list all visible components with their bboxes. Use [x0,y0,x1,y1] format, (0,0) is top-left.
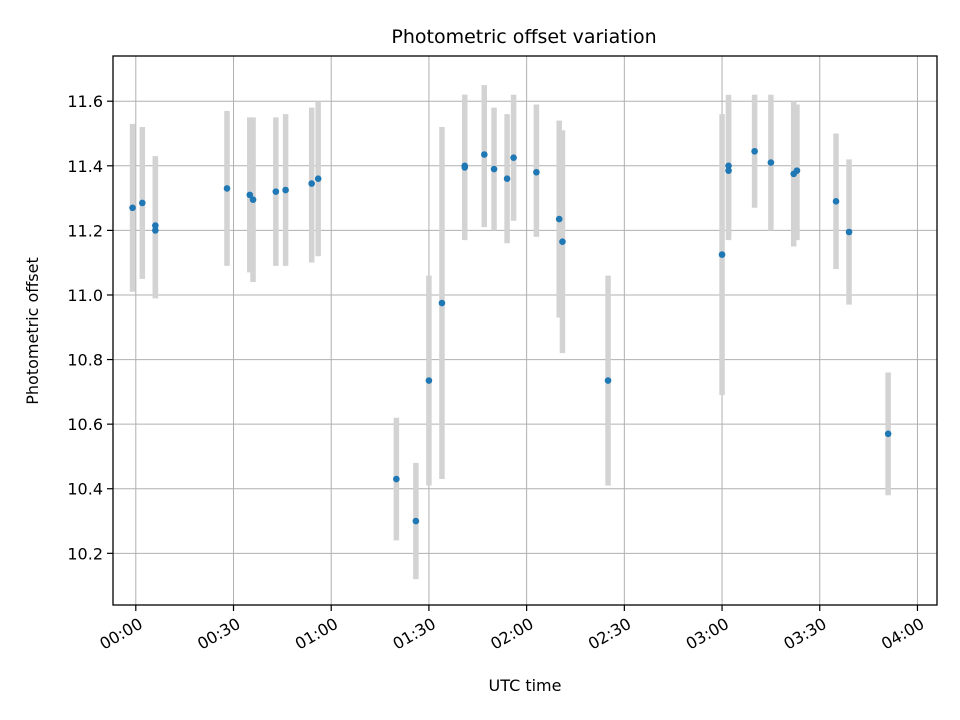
data-point [751,147,758,155]
data-point [533,168,540,176]
data-point [223,185,231,192]
data-point [725,162,732,170]
data-point [832,198,840,205]
y-tick-label: 11.6 [67,92,103,111]
data-points [129,147,892,525]
data-point [152,227,159,234]
data-point [308,180,315,187]
data-point [718,251,726,258]
data-point [393,475,400,483]
data-point [767,159,775,166]
data-point [559,238,566,245]
data-point [845,228,853,236]
data-point [884,430,892,438]
y-axis-ticks: 10.2 10.4 10.6 10.8 11.0 11.2 11.4 11.6 [67,92,113,563]
data-point [152,222,159,229]
y-tick-label: 10.6 [67,415,103,434]
data-point [604,377,612,384]
data-point [503,175,511,183]
data-point [461,162,469,170]
y-tick-label: 11.0 [67,286,103,305]
data-point [412,517,420,525]
y-tick-label: 10.4 [67,480,103,499]
x-axis-label: UTC time [489,676,562,695]
data-point [246,191,254,199]
data-point [555,215,563,223]
y-tick-label: 11.2 [67,221,103,240]
data-point [793,167,801,174]
data-point [139,199,146,207]
data-point [129,204,136,212]
y-tick-label: 10.2 [67,544,103,563]
y-tick-label: 11.4 [67,157,103,176]
data-point [490,165,498,173]
data-point [510,154,517,162]
grid [113,56,937,605]
y-tick-label: 10.8 [67,351,103,370]
data-point [425,377,433,384]
data-point [438,299,446,307]
data-point [725,167,732,174]
data-point [272,188,280,195]
chart-title: Photometric offset variation [391,26,656,48]
data-point [314,175,322,183]
data-point [249,196,257,204]
data-point [480,151,488,158]
plot-frame [112,55,938,606]
data-point [282,186,289,194]
y-axis-label: Photometric offset [23,257,42,405]
